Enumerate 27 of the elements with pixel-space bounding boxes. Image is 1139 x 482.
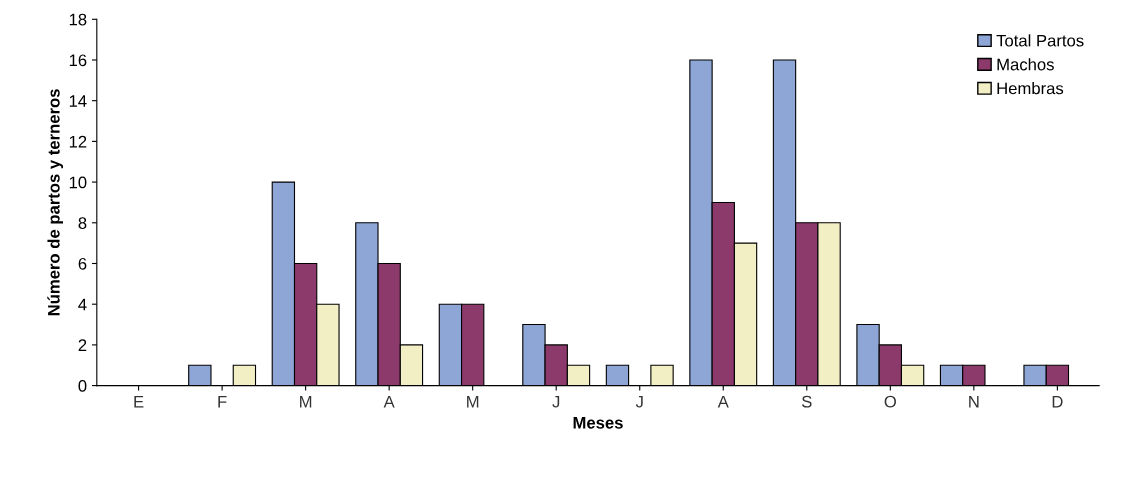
- y-tick-label: 8: [78, 217, 87, 229]
- x-axis-title: Meses: [573, 417, 623, 429]
- legend-label: Hembras: [997, 82, 1064, 95]
- x-tick-label: F: [218, 395, 227, 408]
- x-tick-label: J: [552, 395, 560, 408]
- y-axis-title: Número de partos y terneros: [47, 89, 63, 316]
- legend-label: Machos: [997, 58, 1054, 71]
- x-tick-label: A: [383, 395, 395, 408]
- y-tick-label: 16: [69, 54, 87, 67]
- x-tick-label: A: [717, 395, 729, 408]
- y-tick-label: 14: [69, 95, 87, 107]
- y-tick-label: 6: [78, 257, 87, 270]
- y-tick-label: 0: [78, 380, 87, 392]
- y-tick-label: 18: [69, 13, 87, 26]
- y-tick-label: 2: [78, 339, 87, 351]
- x-tick-label: S: [801, 395, 812, 408]
- y-tick-label: 10: [69, 176, 87, 189]
- y-tick-label: 4: [78, 298, 87, 311]
- x-tick-label: M: [467, 395, 479, 408]
- legend-label: Total Partos: [996, 34, 1084, 47]
- x-tick-label: M: [300, 395, 312, 408]
- x-tick-label: J: [635, 395, 643, 408]
- y-tick-label: 12: [69, 135, 87, 148]
- x-tick-label: E: [134, 395, 144, 408]
- x-tick-label: N: [969, 395, 979, 408]
- x-tick-label: D: [1052, 395, 1063, 408]
- x-tick-label: O: [884, 395, 896, 408]
